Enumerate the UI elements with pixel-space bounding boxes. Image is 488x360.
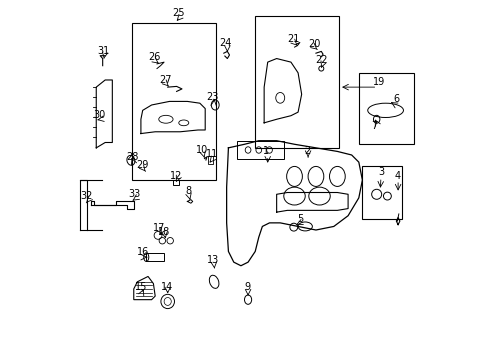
Text: 5: 5 (296, 213, 303, 224)
Bar (362, 166, 401, 219)
Bar (207, 156, 212, 164)
Text: 14: 14 (160, 282, 172, 292)
Text: 6: 6 (392, 94, 399, 104)
Bar (358, 73, 413, 144)
Text: 20: 20 (307, 39, 320, 49)
Text: 10: 10 (196, 145, 208, 155)
Text: 16: 16 (136, 247, 148, 257)
Text: 33: 33 (128, 189, 141, 199)
Text: 32: 32 (80, 191, 93, 201)
Text: 8: 8 (184, 186, 191, 197)
Text: 15: 15 (135, 282, 147, 292)
Text: 23: 23 (206, 92, 219, 102)
Bar (237, 141, 283, 158)
Text: 3: 3 (377, 167, 383, 177)
Text: 9: 9 (244, 282, 250, 292)
Text: 11: 11 (206, 149, 218, 159)
Text: 24: 24 (219, 38, 232, 48)
Text: 31: 31 (97, 46, 109, 56)
Text: 19: 19 (372, 77, 385, 87)
Text: 12: 12 (169, 171, 182, 181)
Text: 29: 29 (136, 160, 148, 170)
Text: 17: 17 (153, 223, 165, 233)
Text: 28: 28 (125, 152, 138, 162)
Text: 27: 27 (159, 75, 171, 85)
Text: 18: 18 (158, 227, 170, 237)
Text: 2: 2 (303, 146, 309, 156)
Text: 13: 13 (206, 255, 219, 265)
Text: 1: 1 (263, 147, 268, 157)
Text: 30: 30 (94, 110, 106, 120)
Bar (173, 180, 179, 185)
Text: 22: 22 (315, 55, 327, 65)
Text: 21: 21 (287, 34, 299, 44)
Text: 4: 4 (394, 171, 400, 181)
Bar (146, 253, 164, 261)
Text: 7: 7 (371, 121, 377, 131)
Bar (255, 16, 339, 148)
Text: 26: 26 (148, 52, 161, 62)
Text: 25: 25 (172, 8, 184, 18)
Bar (132, 23, 216, 180)
